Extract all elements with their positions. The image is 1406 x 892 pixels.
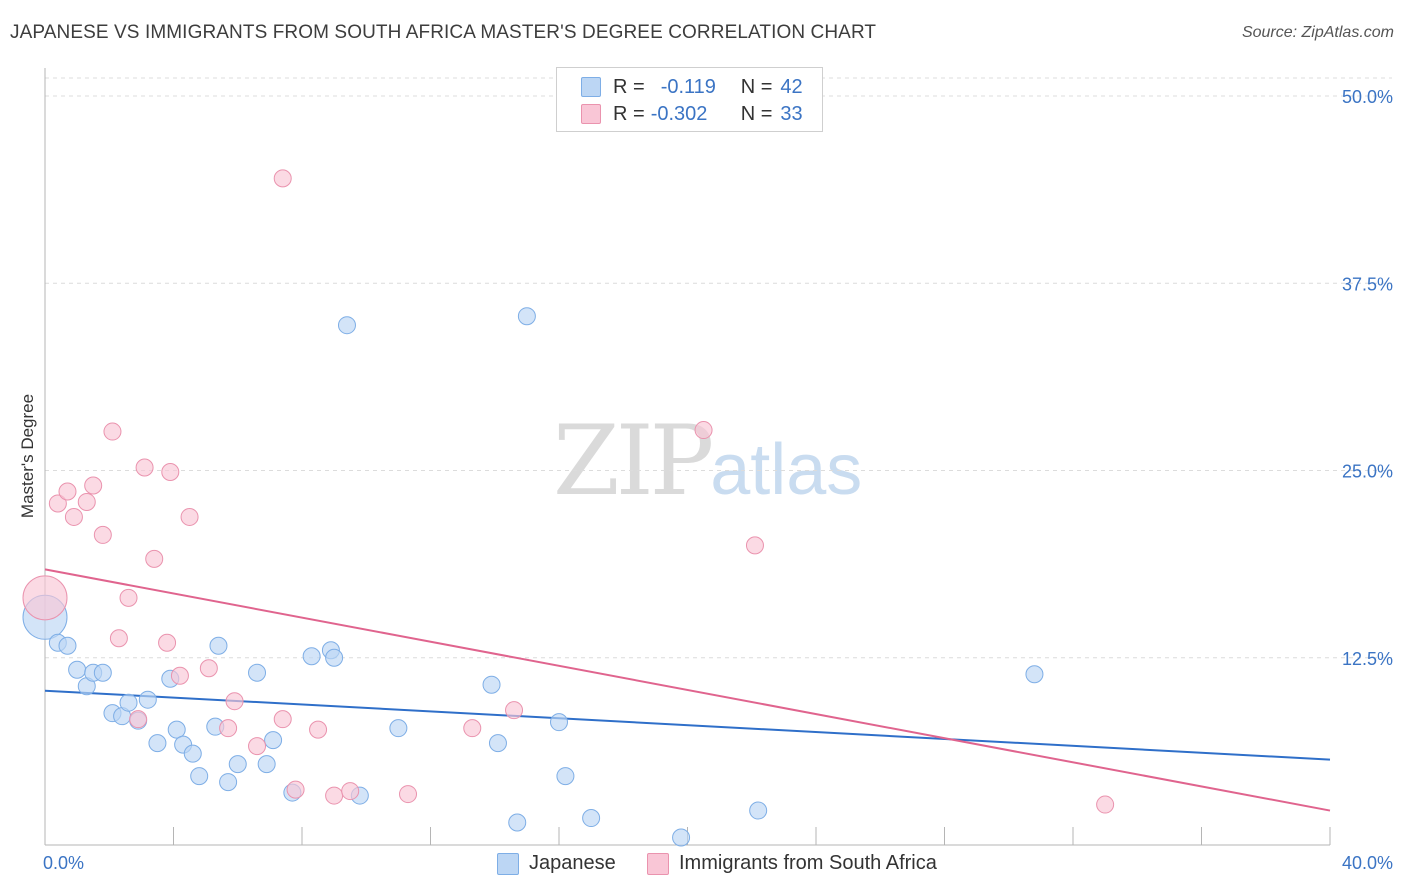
south-africa-trend-line <box>44 568 1331 812</box>
south-africa-point <box>286 780 305 799</box>
stats-legend: R = -0.119 N = 42 R = -0.302 N = 33 <box>556 67 823 132</box>
pink-swatch-icon <box>581 104 601 124</box>
japanese-point <box>582 809 601 828</box>
japanese-point <box>672 828 691 847</box>
south-africa-point <box>77 492 96 511</box>
south-africa-point <box>135 458 154 477</box>
japanese-point <box>209 636 228 655</box>
south-africa-point <box>273 710 292 729</box>
n-value: 42 <box>780 75 803 98</box>
blue-swatch-icon <box>581 77 601 97</box>
south-africa-point <box>158 633 177 652</box>
y-tick-label: 12.5% <box>1342 649 1393 669</box>
n-value: 33 <box>780 102 803 125</box>
south-africa-point <box>745 536 764 555</box>
south-africa-point <box>64 507 83 526</box>
data-points <box>22 169 1115 847</box>
n-label: N = <box>740 102 773 125</box>
legend-row-japanese: R = -0.119 N = 42 <box>581 74 803 100</box>
japanese-point <box>190 767 209 786</box>
y-tick-label: 25.0% <box>1342 462 1393 482</box>
chart-title: JAPANESE VS IMMIGRANTS FROM SOUTH AFRICA… <box>10 22 877 43</box>
south-africa-point <box>180 507 199 526</box>
south-africa-point <box>161 462 180 481</box>
south-africa-point <box>325 786 344 805</box>
south-africa-point <box>103 422 122 441</box>
japanese-point <box>389 719 408 738</box>
south-africa-point <box>1096 795 1115 814</box>
south-africa-point <box>219 719 238 738</box>
japanese-point <box>488 734 507 753</box>
japanese-point <box>119 693 138 712</box>
r-label: R = <box>613 102 645 125</box>
south-africa-point <box>694 421 713 440</box>
legend-item-south-africa[interactable]: Immigrants from South Africa <box>647 852 937 875</box>
n-label: N = <box>740 75 773 98</box>
legend-row-south-africa: R = -0.302 N = 33 <box>581 101 803 127</box>
y-tick-label: 50.0% <box>1342 87 1393 107</box>
south-africa-point <box>399 785 418 804</box>
japanese-point <box>302 647 321 666</box>
south-africa-point <box>22 575 68 621</box>
axes <box>44 68 1331 846</box>
japanese-point <box>228 755 247 774</box>
south-africa-point <box>505 701 524 720</box>
south-africa-point <box>58 482 77 501</box>
japanese-point <box>138 690 157 709</box>
south-africa-point <box>199 659 218 678</box>
watermark: ZIPatlas <box>553 405 862 517</box>
legend-label: Immigrants from South Africa <box>679 852 937 874</box>
japanese-trend-line <box>44 689 1331 761</box>
japanese-point <box>508 813 527 832</box>
south-africa-point <box>93 525 112 544</box>
japanese-point <box>482 675 501 694</box>
south-africa-point <box>84 476 103 495</box>
south-africa-point <box>341 782 360 801</box>
japanese-point <box>68 660 87 679</box>
japanese-point <box>556 767 575 786</box>
japanese-point <box>248 663 267 682</box>
watermark-zip: ZIP <box>553 405 714 517</box>
legend-item-japanese[interactable]: Japanese <box>497 852 616 875</box>
south-africa-point <box>463 719 482 738</box>
south-africa-point <box>145 549 164 568</box>
r-label: R = <box>613 75 645 98</box>
x-tick-label: 40.0% <box>1342 853 1393 873</box>
japanese-point <box>337 316 356 335</box>
japanese-point <box>219 773 238 792</box>
japanese-point <box>148 734 167 753</box>
south-africa-point <box>170 666 189 685</box>
south-africa-point <box>119 588 138 607</box>
blue-swatch-icon <box>497 852 519 875</box>
legend-label: Japanese <box>529 852 616 874</box>
japanese-point <box>257 755 276 774</box>
japanese-point <box>93 663 112 682</box>
japanese-point <box>264 731 283 750</box>
japanese-point <box>325 648 344 667</box>
south-africa-point <box>109 629 128 648</box>
r-value: -0.119 <box>660 75 716 98</box>
pink-swatch-icon <box>647 852 669 875</box>
south-africa-point <box>129 710 148 729</box>
x-tick-label: 0.0% <box>43 853 84 873</box>
y-tick-label: 37.5% <box>1342 274 1393 294</box>
south-africa-point <box>48 494 67 513</box>
japanese-point <box>749 801 768 820</box>
japanese-point <box>183 744 202 763</box>
japanese-point <box>550 713 568 732</box>
south-africa-point <box>309 720 328 739</box>
trend-lines <box>44 568 1331 812</box>
japanese-point <box>167 720 186 739</box>
r-value: -0.302 <box>650 102 708 125</box>
japanese-point <box>1025 665 1044 684</box>
south-africa-point <box>273 169 292 188</box>
japanese-point <box>517 307 536 326</box>
japanese-point <box>58 636 77 655</box>
chart-source: Source: ZipAtlas.com <box>1241 24 1394 41</box>
grid <box>45 77 1392 659</box>
tick-labels: 12.5% 25.0% 37.5% 50.0% 0.0% 40.0% <box>43 87 1393 873</box>
south-africa-point <box>225 692 244 711</box>
south-africa-point <box>248 737 267 756</box>
